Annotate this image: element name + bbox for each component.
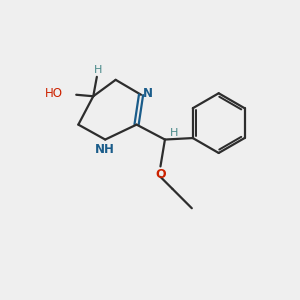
Text: H: H	[94, 65, 102, 75]
Text: NH: NH	[95, 142, 115, 156]
Text: HO: HO	[44, 87, 62, 100]
Text: H: H	[170, 128, 179, 138]
Text: O: O	[156, 168, 167, 181]
Text: N: N	[142, 87, 153, 100]
